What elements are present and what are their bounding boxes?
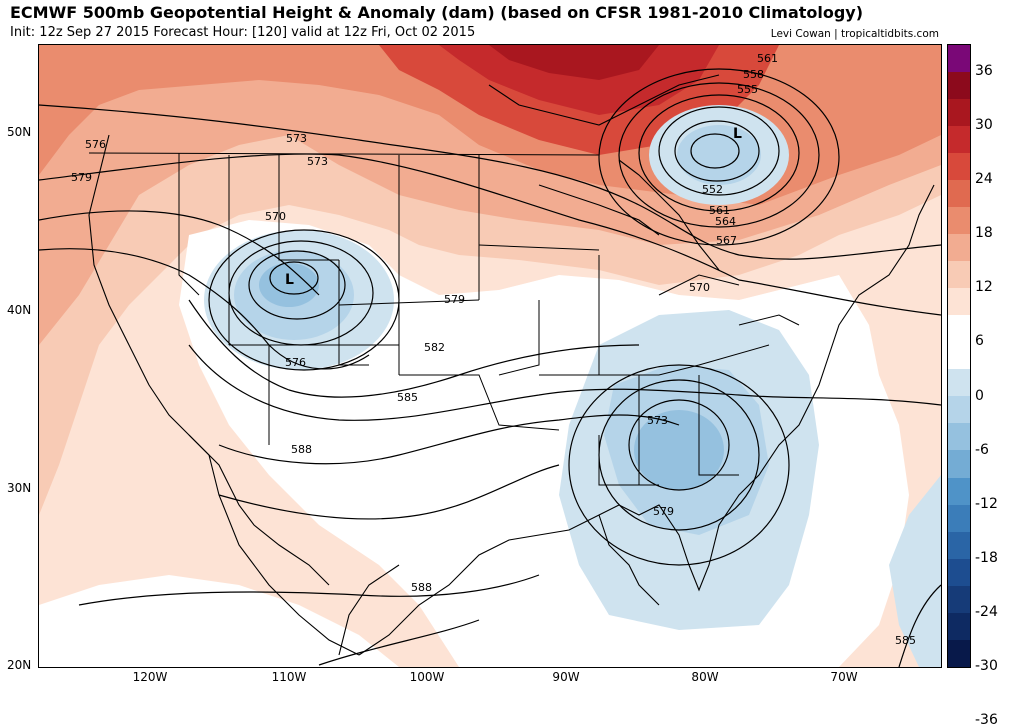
colorbar-segment [948,126,970,154]
contour-label: 561 [709,204,730,217]
lat-label: 50N [7,125,32,139]
colorbar-label: -24 [975,603,998,620]
colorbar-label: 6 [975,333,984,350]
colorbar-label: -12 [975,495,998,512]
colorbar-label: 36 [975,63,993,80]
colorbar-segment [948,396,970,424]
anomaly-map: 573 576 579 573 570 576 579 582 585 588 … [39,45,941,667]
lon-label: 90W [552,670,580,684]
contour-label: 582 [424,341,445,354]
state-boundaries [88,152,800,486]
anomaly-fill-warm-36 [489,45,659,80]
colorbar-segment [948,153,970,181]
contour-label: 564 [715,215,736,228]
height-contours [39,68,941,667]
map-panel: 573 576 579 573 570 576 579 582 585 588 … [38,44,942,668]
colorbar-label: -30 [975,658,998,674]
colorbar-segment [948,342,970,370]
anomaly-fill-cool-west-18 [259,263,319,307]
colorbar-segment [948,45,970,73]
contour-label: 558 [743,68,764,81]
contour-label: 585 [397,391,418,404]
contour-label: 579 [71,171,92,184]
contour-label: 561 [757,52,778,65]
contour-label: 588 [411,581,432,594]
contour-label: 567 [716,234,737,247]
colorbar-label: 0 [975,387,984,404]
colorbar-segment [948,585,970,613]
coastlines [88,74,935,656]
colorbar-segment [948,72,970,100]
colorbar-label: 24 [975,171,993,188]
contour-label: 576 [85,138,106,151]
low-center-marker: L [733,126,742,142]
low-center-marker: L [285,272,294,288]
contour-label: 588 [291,443,312,456]
colorbar-segment [948,531,970,559]
lon-label: 80W [691,670,719,684]
contour-label: 579 [653,505,674,518]
lon-label: 110W [271,670,307,684]
contour-label: 573 [647,414,668,427]
colorbar-segment [948,477,970,505]
colorbar-label: 30 [975,117,993,134]
forecast-info: Init: 12z Sep 27 2015 Forecast Hour: [12… [10,25,476,40]
colorbar-segment [948,315,970,343]
colorbar-label: -36 [975,712,998,728]
colorbar-label: 12 [975,279,993,296]
colorbar-label: 18 [975,225,993,242]
colorbar-segment [948,261,970,289]
lat-label: 30N [7,481,32,495]
anomaly-fill-cool-ne-12 [677,125,761,185]
lon-label: 70W [830,670,858,684]
lat-label: 20N [7,658,32,672]
anomaly-fill-cool-atlantic [889,475,941,667]
colorbar-segment [948,369,970,397]
colorbar-segment [948,99,970,127]
contour-label: 555 [737,83,758,96]
contour-labels: 573 576 579 573 570 576 579 582 585 588 … [71,52,916,647]
colorbar-segment [948,612,970,640]
colorbar-segment [948,423,970,451]
contour-label: 579 [444,293,465,306]
contour-label: 552 [702,183,723,196]
colorbar-label: -18 [975,549,998,566]
contour-label: 570 [689,281,710,294]
colorbar [947,44,971,668]
colorbar-segment [948,504,970,532]
contour-label: 585 [895,634,916,647]
colorbar-segment [948,558,970,586]
anomaly-fill-warm-30 [439,45,719,115]
credit-text: Levi Cowan | tropicaltidbits.com [770,28,939,40]
contour-label: 570 [265,210,286,223]
chart-title: ECMWF 500mb Geopotential Height & Anomal… [10,3,864,22]
colorbar-segment [948,180,970,208]
anomaly-fill-cool-se-18 [634,410,724,490]
contour-label: 573 [286,132,307,145]
colorbar-segment [948,450,970,478]
colorbar-segment [948,234,970,262]
contour-label: 573 [307,155,328,168]
colorbar-segment [948,207,970,235]
lon-label: 120W [132,670,168,684]
colorbar-segment [948,639,970,667]
lon-label: 100W [409,670,445,684]
lat-label: 40N [7,303,32,317]
contour-label: 576 [285,356,306,369]
colorbar-label: -6 [975,441,989,458]
colorbar-segment [948,288,970,316]
